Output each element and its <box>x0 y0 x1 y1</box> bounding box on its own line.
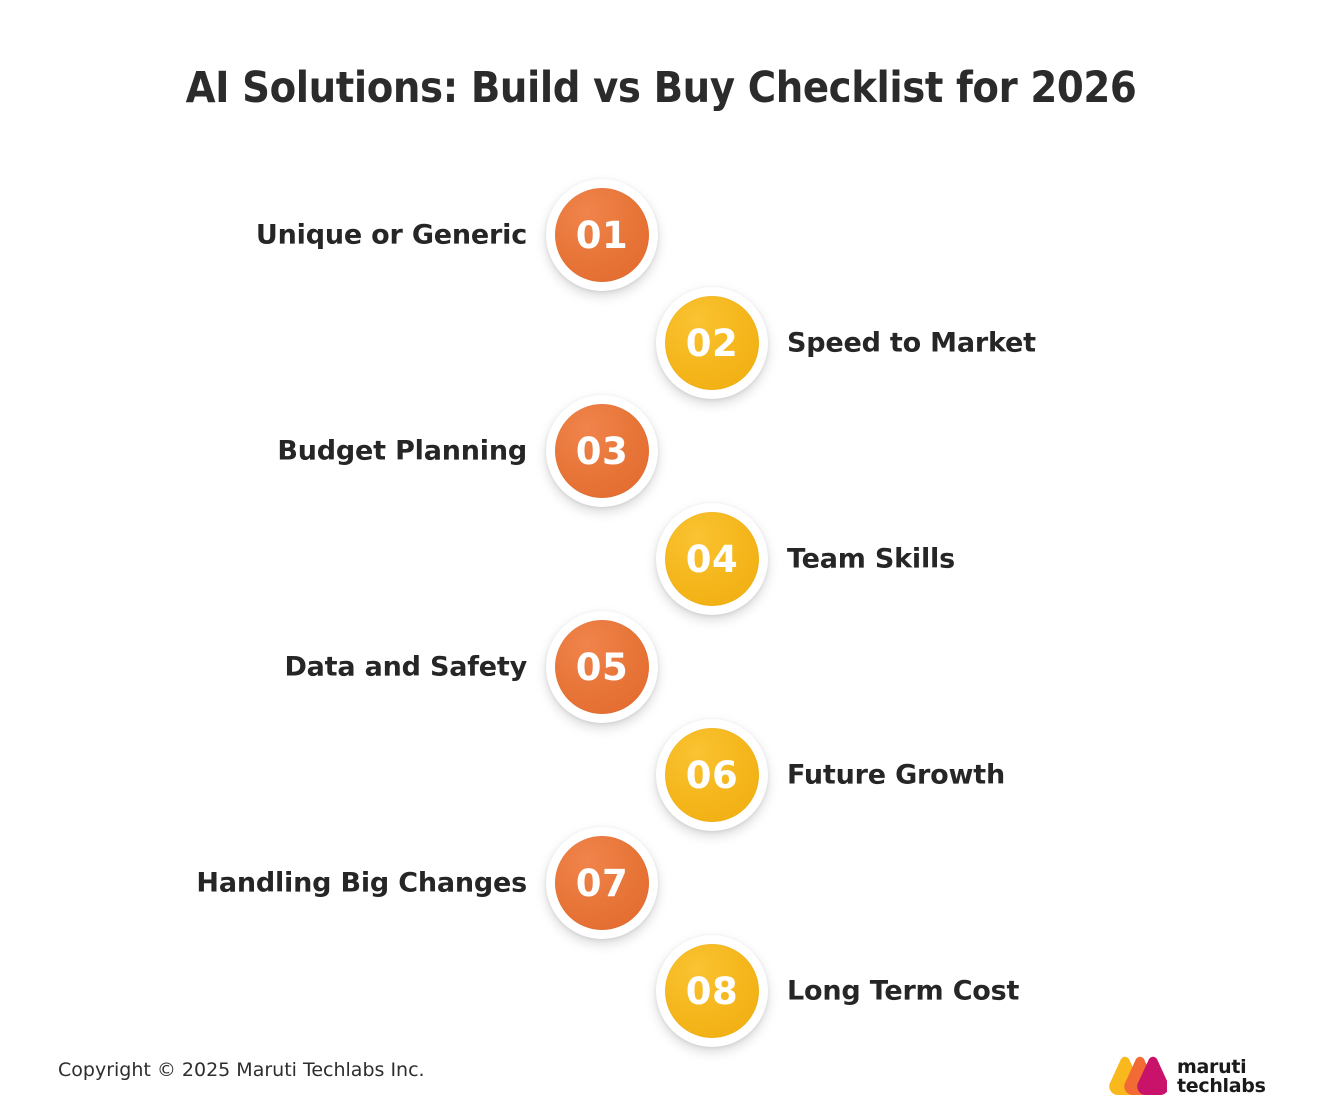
logo-wordmark: maruti techlabs <box>1177 1055 1266 1097</box>
step-disc: 06 <box>665 728 759 822</box>
step-disc: 04 <box>665 512 759 606</box>
step-label-05: Data and Safety <box>284 651 527 683</box>
step-disc: 05 <box>555 620 649 714</box>
step-label-02: Speed to Market <box>787 327 1036 359</box>
step-number: 08 <box>685 969 739 1013</box>
step-label-01: Unique or Generic <box>255 219 527 251</box>
step-disc: 02 <box>665 296 759 390</box>
step-number: 02 <box>685 321 739 365</box>
step-label-04: Team Skills <box>787 543 955 575</box>
step-number: 03 <box>575 429 629 473</box>
step-disc: 03 <box>555 404 649 498</box>
step-label-06: Future Growth <box>787 759 1005 791</box>
step-number: 04 <box>685 537 739 581</box>
maruti-techlabs-logo: maruti techlabs <box>1105 1048 1275 1106</box>
step-label-03: Budget Planning <box>277 435 527 467</box>
step-disc: 08 <box>665 944 759 1038</box>
step-number: 01 <box>575 213 629 257</box>
logo-line-1: maruti <box>1177 1055 1247 1078</box>
step-disc: 07 <box>555 836 649 930</box>
step-disc: 01 <box>555 188 649 282</box>
copyright-text: Copyright © 2025 Maruti Techlabs Inc. <box>58 1059 425 1081</box>
logo-line-2: techlabs <box>1177 1075 1266 1097</box>
logo-mark-icon <box>1109 1056 1167 1095</box>
page-title: AI Solutions: Build vs Buy Checklist for… <box>185 62 1137 113</box>
step-number: 05 <box>575 645 629 689</box>
step-number: 06 <box>685 753 739 797</box>
step-label-07: Handling Big Changes <box>196 867 527 899</box>
step-label-08: Long Term Cost <box>787 975 1020 1007</box>
step-number: 07 <box>575 861 629 905</box>
